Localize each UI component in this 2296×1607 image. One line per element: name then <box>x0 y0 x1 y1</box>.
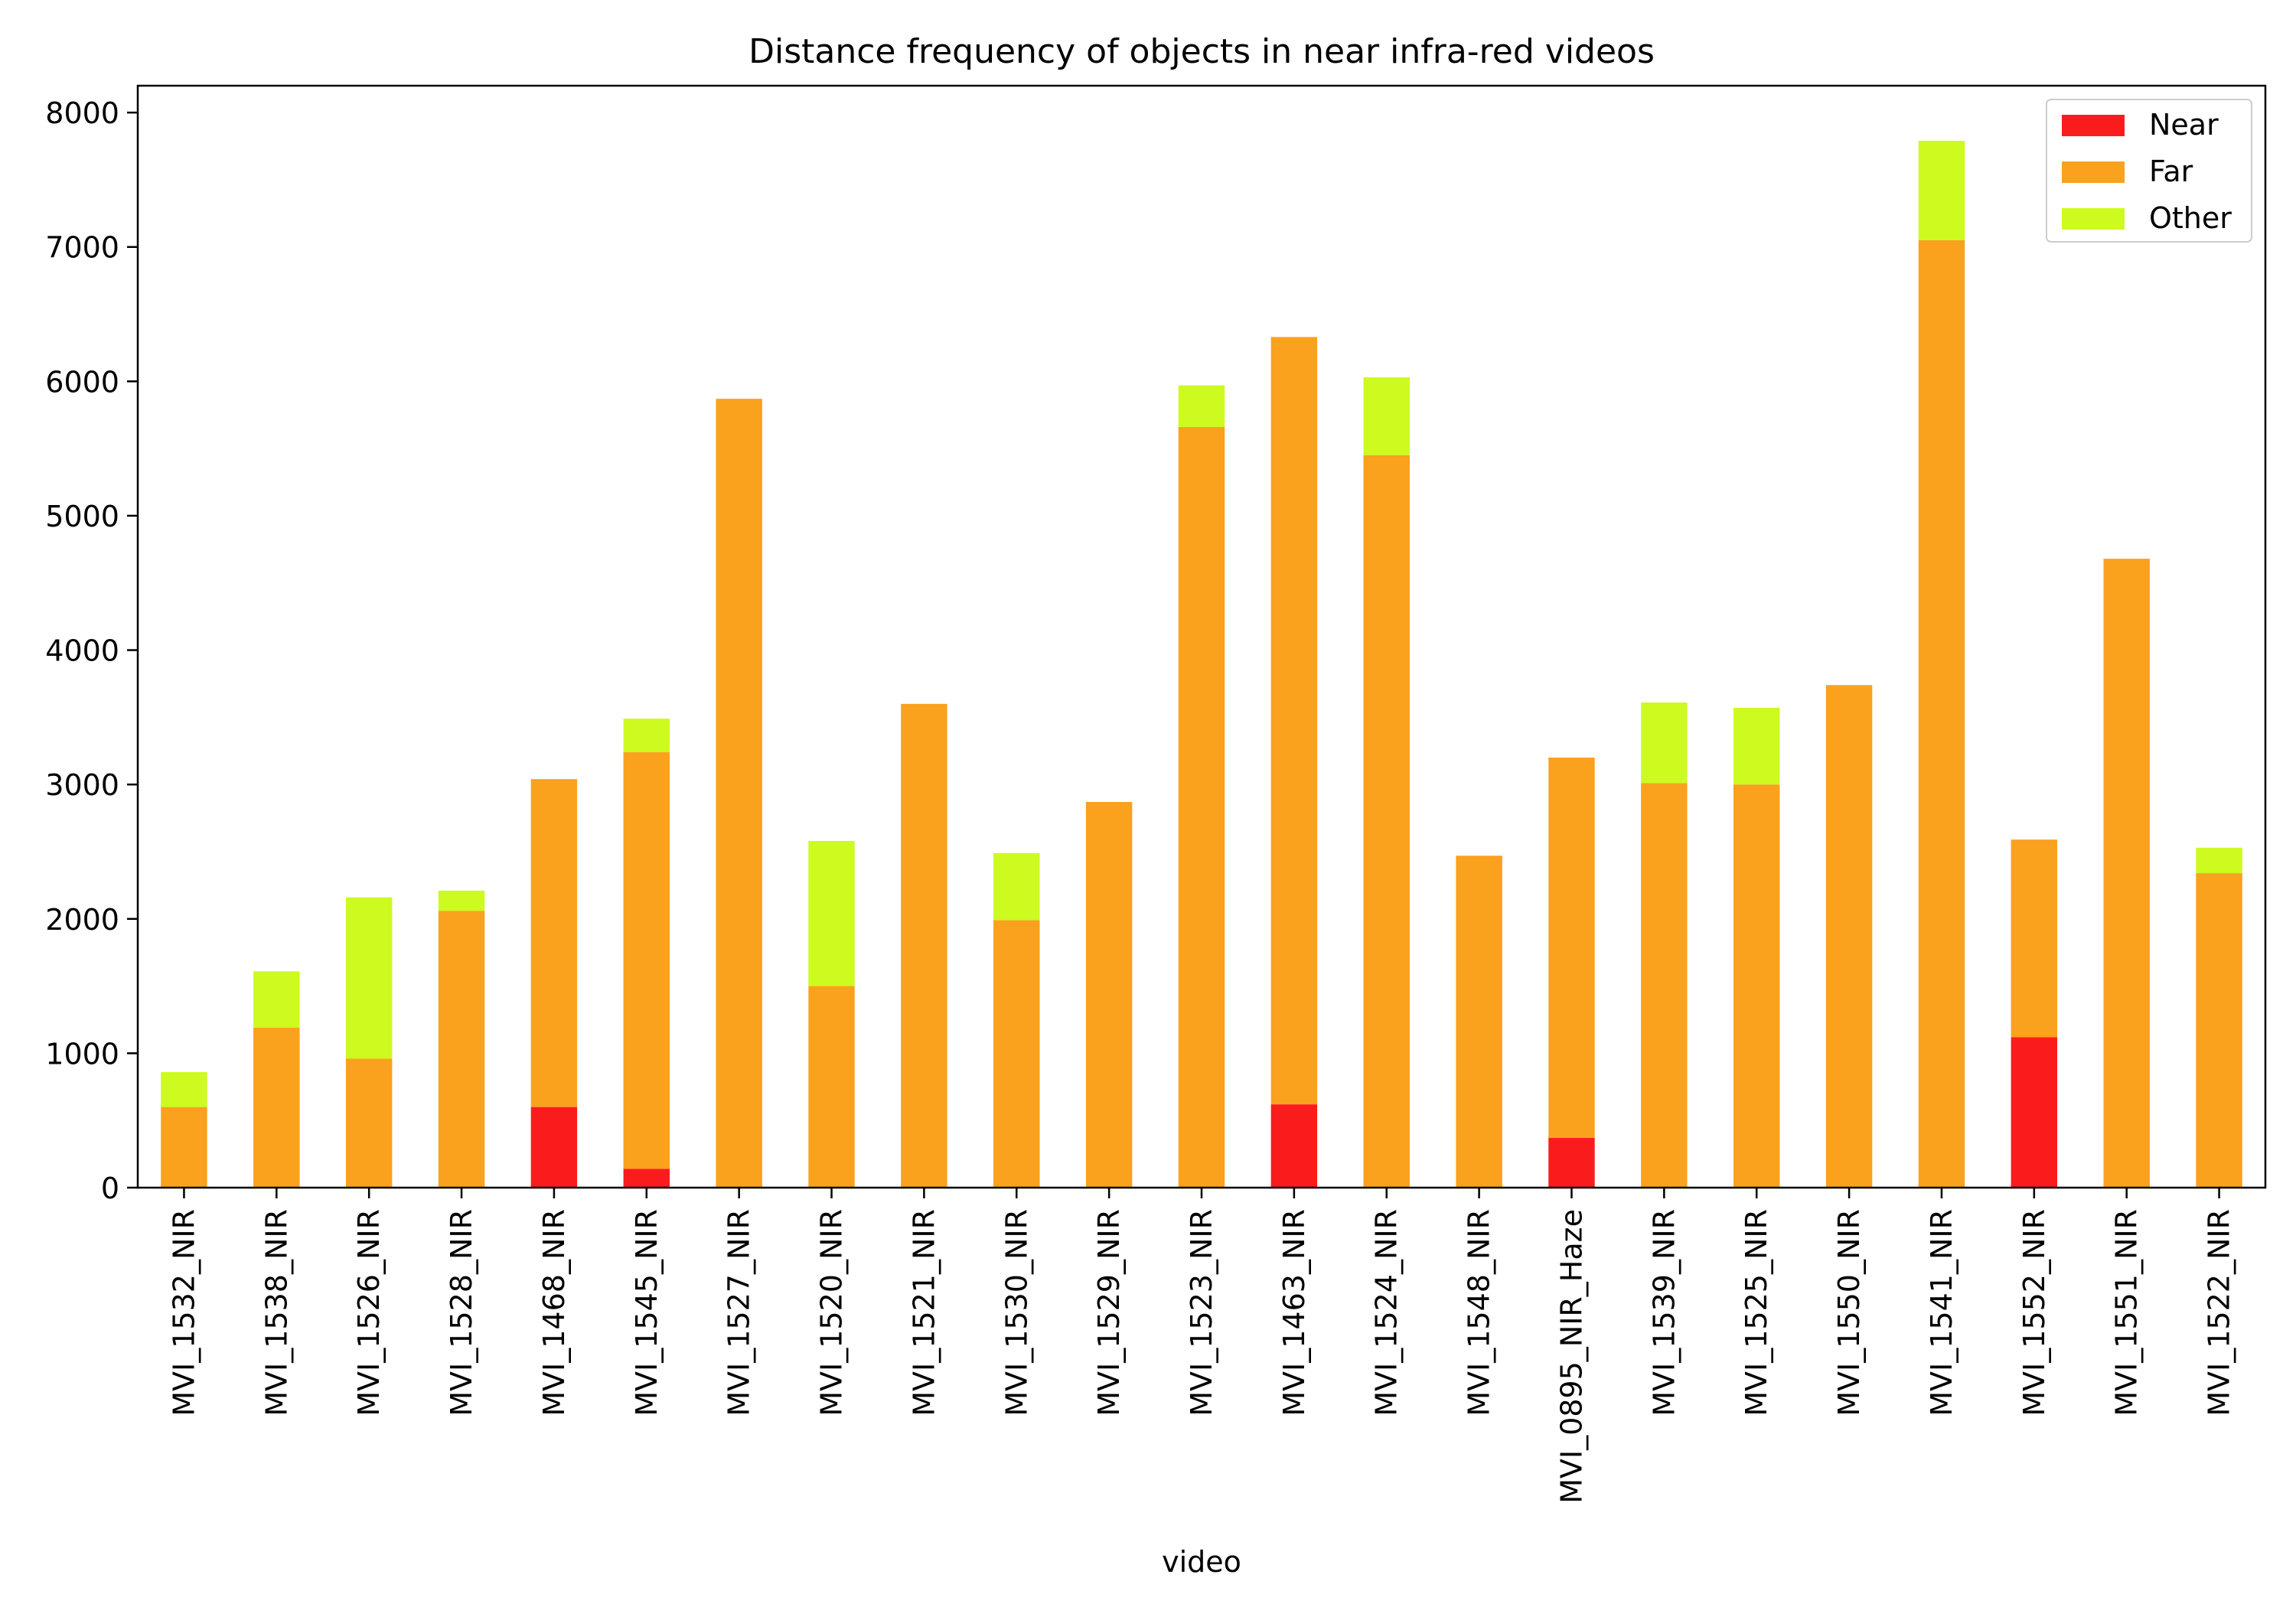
bar-far-MVI_1520_NIR <box>808 986 855 1188</box>
bar-near-MVI_1545_NIR <box>623 1169 670 1188</box>
x-tick-label: MVI_0895_NIR_Haze <box>1554 1209 1588 1504</box>
bar-other-MVI_1539_NIR <box>1641 702 1688 784</box>
bar-far-MVI_1528_NIR <box>438 911 485 1188</box>
y-tick-label: 1000 <box>45 1037 119 1071</box>
bar-far-MVI_1521_NIR <box>901 703 947 1188</box>
bar-other-MVI_1525_NIR <box>1733 708 1780 785</box>
legend-swatch-near <box>2062 115 2125 136</box>
x-tick-label: MVI_1526_NIR <box>352 1209 386 1416</box>
bar-far-MVI_1552_NIR <box>2011 839 2058 1038</box>
bar-far-MVI_1526_NIR <box>345 1058 393 1188</box>
y-tick-label: 2000 <box>45 903 119 937</box>
bar-far-MVI_1539_NIR <box>1641 783 1688 1188</box>
x-tick-label: MVI_1522_NIR <box>2203 1209 2236 1416</box>
y-tick-label: 7000 <box>45 231 119 265</box>
y-tick-label: 3000 <box>45 768 119 802</box>
x-tick-label: MVI_1548_NIR <box>1463 1209 1496 1416</box>
bar-far-MVI_1463_NIR <box>1270 337 1318 1105</box>
bar-far-MVI_1538_NIR <box>253 1028 300 1188</box>
bar-other-MVI_1538_NIR <box>253 971 300 1028</box>
y-tick-label: 0 <box>101 1172 119 1205</box>
bar-other-MVI_1530_NIR <box>993 852 1040 921</box>
legend-label-near: Near <box>2149 108 2219 142</box>
bar-other-MVI_1526_NIR <box>345 897 393 1059</box>
x-tick-label: MVI_1552_NIR <box>2017 1209 2051 1416</box>
x-tick-label: MVI_1541_NIR <box>1925 1209 1958 1416</box>
x-tick-label: MVI_1529_NIR <box>1092 1209 1126 1416</box>
x-tick-label: MVI_1468_NIR <box>537 1209 571 1416</box>
bar-other-MVI_1524_NIR <box>1363 377 1410 455</box>
bar-near-MVI_0895_NIR_Haze <box>1548 1138 1595 1188</box>
bar-far-MVI_1524_NIR <box>1363 455 1410 1188</box>
bar-other-MVI_1545_NIR <box>623 719 670 753</box>
y-tick-label: 5000 <box>45 500 119 533</box>
bar-other-MVI_1522_NIR <box>2196 847 2242 874</box>
bar-far-MVI_1522_NIR <box>2196 873 2242 1188</box>
x-tick-label: MVI_1538_NIR <box>259 1209 293 1416</box>
bar-far-MVI_1525_NIR <box>1733 784 1780 1188</box>
bar-far-MVI_0895_NIR_Haze <box>1548 758 1595 1139</box>
chart-title: Distance frequency of objects in near in… <box>748 32 1655 71</box>
legend-label-far: Far <box>2149 155 2193 188</box>
bar-far-MVI_1551_NIR <box>2103 559 2150 1188</box>
x-tick-label: MVI_1530_NIR <box>1000 1209 1033 1416</box>
x-tick-label: MVI_1528_NIR <box>445 1209 478 1416</box>
bar-near-MVI_1463_NIR <box>1270 1104 1318 1188</box>
y-tick-label: 6000 <box>45 365 119 399</box>
x-tick-label: MVI_1545_NIR <box>630 1209 664 1416</box>
x-axis: MVI_1532_NIR MVI_1538_NIR MVI_1526_NIR MVI_… <box>167 1188 2236 1504</box>
x-tick-label: MVI_1463_NIR <box>1277 1209 1311 1416</box>
bar-far-MVI_1529_NIR <box>1085 802 1133 1188</box>
y-axis: 0 1000 2000 3000 4000 5000 6000 7000 8000 <box>45 96 138 1205</box>
bar-far-MVI_1550_NIR <box>1825 685 1873 1188</box>
bar-other-MVI_1532_NIR <box>161 1071 207 1107</box>
legend-label-other: Other <box>2149 201 2232 235</box>
x-tick-label: MVI_1539_NIR <box>1647 1209 1681 1416</box>
bar-far-MVI_1541_NIR <box>1918 240 1965 1188</box>
bar-far-MVI_1545_NIR <box>623 752 670 1169</box>
bar-near-MVI_1468_NIR <box>530 1107 578 1188</box>
bar-far-MVI_1523_NIR <box>1178 427 1225 1188</box>
bar-other-MVI_1523_NIR <box>1178 385 1225 428</box>
x-tick-label: MVI_1523_NIR <box>1185 1209 1218 1416</box>
x-axis-label: video <box>1162 1545 1241 1579</box>
legend-swatch-other <box>2062 208 2125 230</box>
bar-other-MVI_1528_NIR <box>438 890 485 911</box>
bar-other-MVI_1520_NIR <box>808 840 855 986</box>
bar-other-MVI_1541_NIR <box>1918 141 1965 240</box>
x-tick-label: MVI_1527_NIR <box>722 1209 756 1416</box>
x-tick-label: MVI_1520_NIR <box>815 1209 849 1416</box>
legend: Near Far Other <box>2046 99 2252 243</box>
x-tick-label: MVI_1550_NIR <box>1832 1209 1866 1416</box>
bar-far-MVI_1468_NIR <box>530 779 578 1107</box>
x-tick-label: MVI_1521_NIR <box>907 1209 941 1416</box>
y-tick-label: 4000 <box>45 634 119 668</box>
bar-far-MVI_1530_NIR <box>993 920 1040 1188</box>
x-tick-label: MVI_1524_NIR <box>1370 1209 1404 1416</box>
bars-layer <box>161 141 2242 1188</box>
x-tick-label: MVI_1532_NIR <box>167 1209 201 1416</box>
bar-far-MVI_1527_NIR <box>716 399 762 1188</box>
legend-swatch-far <box>2062 161 2125 183</box>
bar-near-MVI_1552_NIR <box>2011 1037 2058 1188</box>
x-tick-label: MVI_1525_NIR <box>1740 1209 1773 1416</box>
bar-far-MVI_1532_NIR <box>161 1107 207 1188</box>
bar-far-MVI_1548_NIR <box>1456 856 1502 1188</box>
x-tick-label: MVI_1551_NIR <box>2110 1209 2144 1416</box>
y-tick-label: 8000 <box>45 96 119 130</box>
